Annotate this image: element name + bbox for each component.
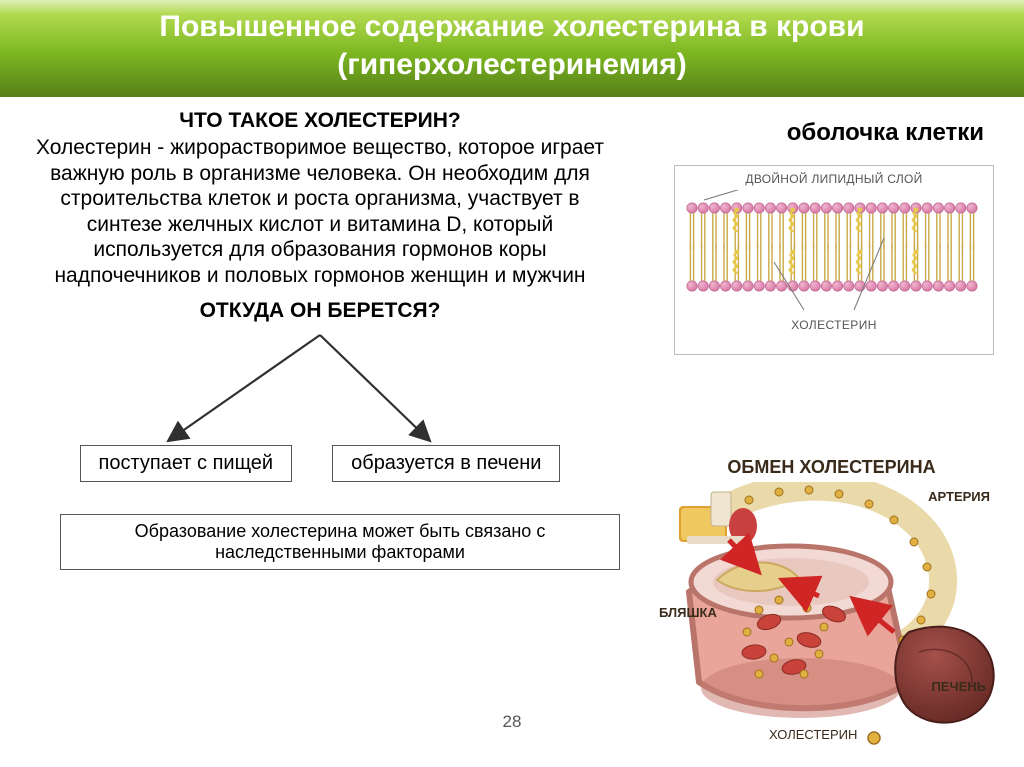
membrane-heading: оболочка клетки	[787, 119, 984, 147]
label-plaque: БЛЯШКА	[659, 605, 717, 620]
content-area: ЧТО ТАКОЕ ХОЛЕСТЕРИН? Холестерин - жирор…	[0, 97, 1024, 570]
metabolism-title: ОБМЕН ХОЛЕСТЕРИНА	[659, 457, 1004, 478]
label-artery: АРТЕРИЯ	[928, 489, 990, 504]
footnote-box: Образование холестерина может быть связа…	[60, 514, 620, 570]
title-line-1: Повышенное содержание холестерина в кров…	[20, 8, 1004, 46]
question-2: ОТКУДА ОН БЕРЕТСЯ?	[20, 299, 620, 323]
liver-group	[895, 627, 993, 723]
membrane-top-label: ДВОЙНОЙ ЛИПИДНЫЙ СЛОЙ	[675, 172, 993, 186]
artery-group	[689, 546, 909, 718]
arrows-svg	[60, 323, 580, 453]
question-1: ЧТО ТАКОЕ ХОЛЕСТЕРИН?	[20, 109, 620, 133]
label-liver: ПЕЧЕНЬ	[931, 679, 986, 694]
left-column: ЧТО ТАКОЕ ХОЛЕСТЕРИН? Холестерин - жирор…	[20, 109, 620, 570]
membrane-bottom-label: ХОЛЕСТЕРИН	[675, 318, 993, 332]
membrane-svg	[684, 190, 984, 312]
page-number: 28	[0, 712, 1024, 732]
title-line-2: (гиперхолестеринемия)	[20, 46, 1004, 84]
membrane-figure: ДВОЙНОЙ ЛИПИДНЫЙ СЛОЙ ХОЛЕСТЕРИН	[674, 165, 994, 355]
definition-paragraph: Холестерин - жирорастворимое вещество, к…	[20, 135, 620, 289]
arrow-diagram	[60, 323, 580, 453]
title-banner: Повышенное содержание холестерина в кров…	[0, 0, 1024, 97]
